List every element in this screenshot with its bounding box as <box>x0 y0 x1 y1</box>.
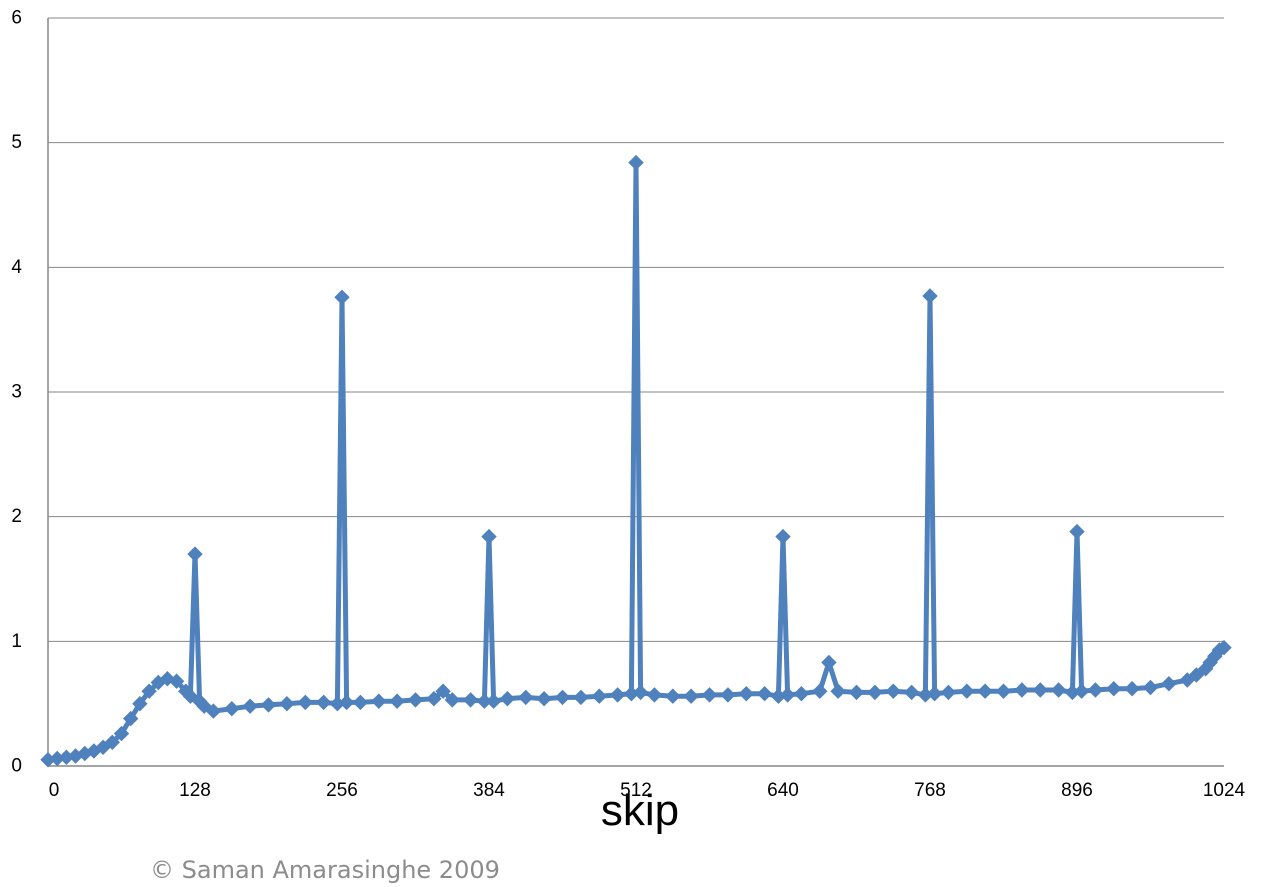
data-point-51 <box>646 687 663 703</box>
data-point-21 <box>224 700 240 717</box>
data-point-39 <box>481 528 497 545</box>
data-point-26 <box>315 694 332 711</box>
data-point-25 <box>297 694 314 711</box>
data-point-84 <box>1124 680 1140 697</box>
series-skip <box>40 154 1232 768</box>
data-point-56 <box>738 685 755 702</box>
y-tick-labels: 0 1 2 3 4 5 6 <box>11 8 22 777</box>
data-point-34 <box>426 690 442 707</box>
data-point-62 <box>812 683 828 699</box>
data-point-54 <box>701 687 718 703</box>
data-point-33 <box>407 692 424 708</box>
y-tick-label-6: 6 <box>11 8 22 29</box>
data-point-53 <box>683 688 699 704</box>
data-point-80 <box>1069 523 1085 540</box>
x-tick-label-768: 768 <box>914 780 946 801</box>
data-point-22 <box>242 698 258 714</box>
data-point-32 <box>389 693 405 709</box>
data-point-29 <box>338 694 355 711</box>
y-tick-label-2: 2 <box>11 506 22 527</box>
data-point-81 <box>1073 683 1090 699</box>
y-tick-label-4: 4 <box>11 257 22 278</box>
data-point-14 <box>168 673 185 689</box>
data-point-55 <box>720 687 736 703</box>
data-point-75 <box>995 683 1012 699</box>
data-point-86 <box>1161 675 1177 692</box>
data-point-93 <box>1216 639 1232 656</box>
data-point-28 <box>334 289 350 306</box>
data-point-10 <box>132 695 148 712</box>
data-point-35 <box>435 683 451 699</box>
data-point-43 <box>536 690 552 707</box>
data-point-20 <box>205 703 222 719</box>
data-point-77 <box>1032 682 1049 698</box>
data-point-65 <box>848 684 865 701</box>
x-tick-label-0: 0 <box>49 780 60 801</box>
data-point-31 <box>371 693 387 709</box>
y-tick-label-5: 5 <box>11 132 22 153</box>
data-point-24 <box>279 695 295 712</box>
data-point-45 <box>573 689 589 706</box>
data-point-37 <box>462 692 479 708</box>
data-point-71 <box>926 685 943 702</box>
data-point-59 <box>775 528 791 545</box>
data-point-46 <box>591 688 608 704</box>
series-line <box>45 160 1227 763</box>
data-point-70 <box>922 288 938 304</box>
x-tick-label-1024: 1024 <box>1203 780 1246 801</box>
data-point-63 <box>821 654 837 671</box>
data-point-9 <box>122 710 139 727</box>
data-point-42 <box>518 689 534 706</box>
y-tick-label-3: 3 <box>11 382 22 403</box>
data-point-73 <box>959 683 975 699</box>
data-point-68 <box>903 684 920 701</box>
data-point-72 <box>940 684 957 701</box>
x-tick-labels: 0 128 256 384 512 640 768 896 1024 <box>49 780 1246 801</box>
data-point-11 <box>141 683 157 699</box>
data-point-78 <box>1050 682 1067 698</box>
data-point-7 <box>104 734 121 751</box>
x-tick-label-384: 384 <box>473 780 505 801</box>
data-point-64 <box>830 683 846 699</box>
y-tick-label-0: 0 <box>11 756 22 777</box>
data-point-50 <box>632 684 649 701</box>
data-point-57 <box>756 685 773 702</box>
data-point-17 <box>187 546 203 562</box>
data-point-8 <box>113 725 130 742</box>
x-tick-label-512: 512 <box>620 780 652 801</box>
data-point-85 <box>1142 679 1159 696</box>
data-point-83 <box>1106 680 1122 697</box>
data-point-40 <box>485 693 502 709</box>
x-tick-label-256: 256 <box>326 780 358 801</box>
data-point-60 <box>779 687 796 703</box>
data-point-30 <box>352 694 369 711</box>
data-point-67 <box>885 683 902 699</box>
x-tick-label-896: 896 <box>1061 780 1093 801</box>
x-tick-label-640: 640 <box>767 780 799 801</box>
data-point-88 <box>1188 667 1205 683</box>
data-point-76 <box>1014 682 1030 698</box>
data-point-41 <box>499 690 516 707</box>
data-point-82 <box>1087 682 1104 698</box>
data-point-74 <box>977 683 993 699</box>
data-point-49 <box>628 154 644 171</box>
data-point-44 <box>554 689 571 706</box>
copyright-text: © Saman Amarasinghe 2009 <box>150 856 500 884</box>
data-point-23 <box>260 697 277 713</box>
y-tick-label-1: 1 <box>11 631 22 652</box>
data-point-47 <box>609 687 626 703</box>
data-point-36 <box>444 692 461 708</box>
data-point-66 <box>867 684 883 701</box>
axes <box>47 18 1224 767</box>
data-point-61 <box>793 685 810 702</box>
x-tick-label-128: 128 <box>179 780 211 801</box>
x-axis-label: skip <box>601 786 679 835</box>
data-point-52 <box>665 688 681 704</box>
